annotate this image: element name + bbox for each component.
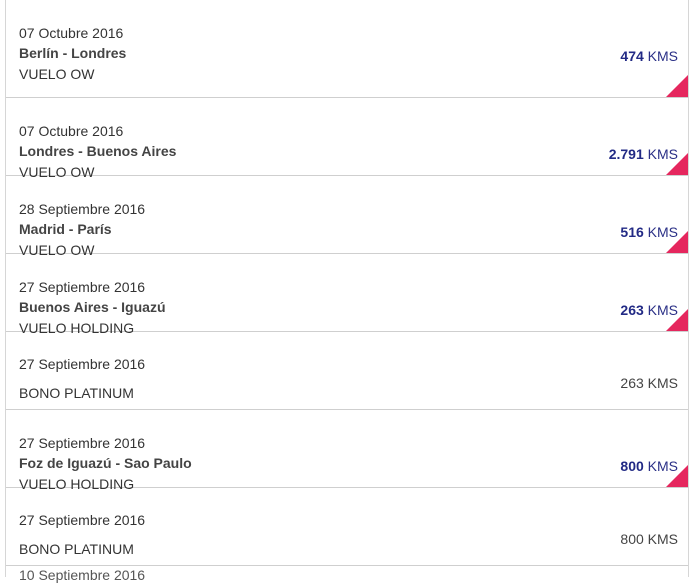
transaction-route: Londres - Buenos Aires bbox=[19, 143, 177, 159]
expand-corner-icon[interactable] bbox=[666, 75, 688, 97]
transaction-route: Berlín - Londres bbox=[19, 45, 127, 61]
transaction-type: VUELO OW bbox=[19, 164, 95, 180]
transaction-row[interactable]: 27 Septiembre 2016 BONO PLATINUM 800 KMS bbox=[6, 488, 688, 566]
expand-corner-icon[interactable] bbox=[666, 153, 688, 175]
transaction-row[interactable]: 27 Septiembre 2016 Foz de Iguazú - Sao P… bbox=[6, 410, 688, 492]
amount-unit: KMS bbox=[647, 531, 678, 547]
transaction-type: VUELO OW bbox=[19, 242, 95, 258]
amount-unit: KMS bbox=[647, 48, 678, 64]
transaction-row[interactable]: 07 Octubre 2016 Berlín - Londres VUELO O… bbox=[6, 0, 688, 98]
transaction-date: 07 Octubre 2016 bbox=[19, 123, 124, 139]
amount-value: 516 bbox=[620, 224, 644, 240]
transaction-route: Buenos Aires - Iguazú bbox=[19, 299, 166, 315]
amount-value: 800 bbox=[620, 531, 644, 547]
amount-value: 263 bbox=[620, 375, 644, 391]
transaction-list: 07 Octubre 2016 Berlín - Londres VUELO O… bbox=[5, 0, 689, 583]
transaction-date: 07 Octubre 2016 bbox=[19, 25, 124, 41]
amount-value: 2.791 bbox=[608, 146, 644, 162]
transaction-row[interactable]: 28 Septiembre 2016 Madrid - París VUELO … bbox=[6, 176, 688, 258]
transaction-row[interactable]: 07 Octubre 2016 Londres - Buenos Aires V… bbox=[6, 98, 688, 180]
transaction-amount: 474 KMS bbox=[620, 48, 678, 64]
expand-corner-icon[interactable] bbox=[666, 231, 688, 253]
amount-unit: KMS bbox=[647, 375, 678, 391]
amount-value: 474 bbox=[620, 48, 644, 64]
transaction-row[interactable]: 27 Septiembre 2016 BONO PLATINUM 263 KMS bbox=[6, 332, 688, 410]
transaction-amount: 263 KMS bbox=[620, 375, 678, 391]
transaction-date: 28 Septiembre 2016 bbox=[19, 201, 146, 217]
transaction-amount: 800 KMS bbox=[620, 531, 678, 547]
transaction-route: Foz de Iguazú - Sao Paulo bbox=[19, 455, 192, 471]
expand-corner-icon[interactable] bbox=[666, 465, 688, 487]
transaction-date: 27 Septiembre 2016 bbox=[19, 279, 146, 295]
transaction-route: Madrid - París bbox=[19, 221, 112, 237]
transaction-date: 27 Septiembre 2016 bbox=[19, 356, 146, 372]
transaction-type: BONO PLATINUM bbox=[19, 385, 134, 401]
amount-value: 263 bbox=[620, 302, 644, 318]
transaction-row[interactable]: 27 Septiembre 2016 Buenos Aires - Iguazú… bbox=[6, 254, 688, 336]
transaction-type: VUELO OW bbox=[19, 66, 95, 82]
expand-corner-icon[interactable] bbox=[666, 309, 688, 331]
transaction-type: BONO PLATINUM bbox=[19, 541, 134, 557]
transaction-type: VUELO HOLDING bbox=[19, 476, 135, 492]
transaction-date: 27 Septiembre 2016 bbox=[19, 512, 146, 528]
transaction-date: 10 Septiembre 2016 bbox=[19, 567, 146, 583]
transaction-type: VUELO HOLDING bbox=[19, 320, 135, 336]
amount-value: 800 bbox=[620, 458, 644, 474]
transaction-date: 27 Septiembre 2016 bbox=[19, 435, 146, 451]
